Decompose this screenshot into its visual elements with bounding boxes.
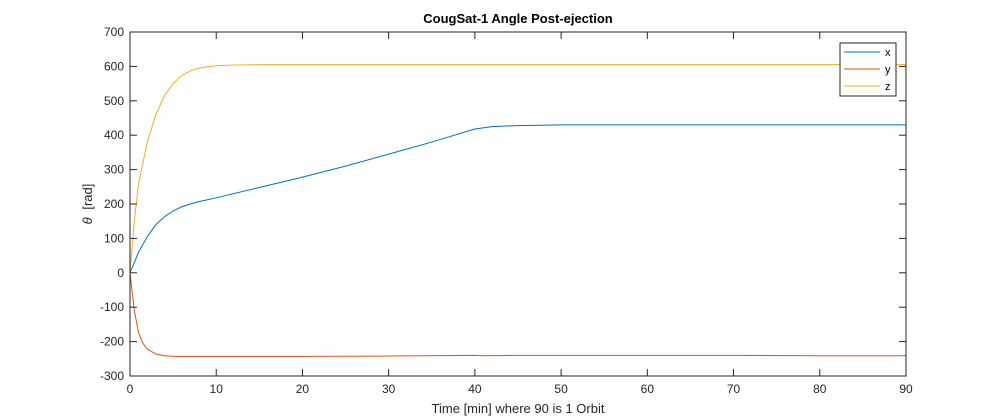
legend-label-z: z <box>885 81 891 93</box>
chart-title: CougSat-1 Angle Post-ejection <box>423 11 613 26</box>
x-tick-label: 10 <box>210 382 224 396</box>
x-axis-label: Time [min] where 90 is 1 Orbit <box>432 401 605 416</box>
x-tick-label: 0 <box>127 382 134 396</box>
series-layer <box>129 64 906 357</box>
y-axis-label-symbol: θ <box>80 217 95 224</box>
y-tick-label: -300 <box>100 369 124 383</box>
x-tick-label: 20 <box>296 382 310 396</box>
y-tick-label: 100 <box>104 231 124 245</box>
x-tick-label: 40 <box>468 382 482 396</box>
x-tick-label: 50 <box>554 382 568 396</box>
series-line-z <box>129 64 906 273</box>
y-tick-label: -200 <box>100 335 124 349</box>
series-line-y <box>129 272 906 357</box>
y-axis-label-unit: [rad] <box>80 184 95 210</box>
legend: xyz <box>839 42 897 97</box>
axes-layer: 0 10 20 30 40 50 60 70 80 90 -300 -200 -100 0 100 200 30… <box>100 25 913 396</box>
x-tick-label: 60 <box>641 382 655 396</box>
x-tick-label: 70 <box>727 382 741 396</box>
y-tick-label: 300 <box>104 163 124 177</box>
series-line-x <box>129 124 906 273</box>
x-tick-label: 30 <box>382 382 396 396</box>
y-axis-label: θ [rad] <box>80 184 95 225</box>
x-tick-label: 80 <box>813 382 827 396</box>
y-tick-label: -100 <box>100 300 124 314</box>
x-tick-label: 90 <box>899 382 913 396</box>
legend-label-y: y <box>885 64 891 76</box>
y-tick-label: 700 <box>104 25 124 39</box>
y-tick-label: 400 <box>104 128 124 142</box>
y-tick-label: 600 <box>104 59 124 73</box>
y-tick-label: 0 <box>117 266 124 280</box>
legend-label-x: x <box>885 47 891 59</box>
y-tick-label: 500 <box>104 94 124 108</box>
plot-area <box>130 32 906 376</box>
y-tick-label: 200 <box>104 197 124 211</box>
